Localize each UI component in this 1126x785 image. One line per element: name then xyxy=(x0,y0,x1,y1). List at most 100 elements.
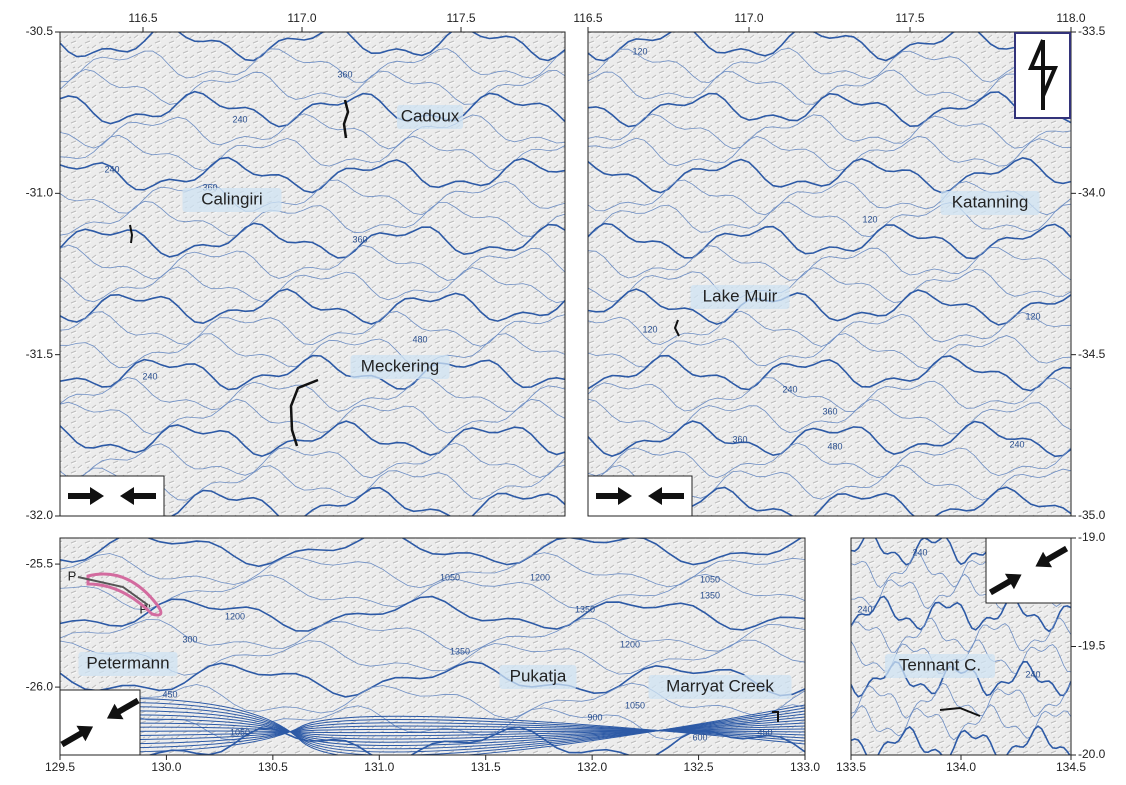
contour-line xyxy=(60,32,565,62)
stress-arrows xyxy=(68,487,156,505)
contour-line xyxy=(60,538,803,568)
contour-line xyxy=(60,310,565,347)
contour-line xyxy=(60,134,565,172)
contour-line xyxy=(588,420,1071,458)
contour-line xyxy=(60,222,565,259)
fault-trace xyxy=(673,319,680,337)
contour-line xyxy=(588,310,1071,347)
map-panel: 129.5 130.0 130.5 131.0 131.5 132.0 132.5 133.0… xyxy=(26,537,820,774)
place-label: P xyxy=(68,568,77,583)
x-tick-label: 117.5 xyxy=(446,11,475,25)
arrow xyxy=(68,487,104,505)
contour-label: 360 xyxy=(202,182,217,192)
place-label: Meckering xyxy=(361,356,439,375)
arrow xyxy=(120,487,156,505)
y-tick-label: -35.0 xyxy=(1078,508,1106,522)
x-tick-label: 134.5 xyxy=(1056,760,1086,774)
x-tick-label: 129.5 xyxy=(45,760,75,774)
contour-label: 300 xyxy=(182,634,197,644)
arrow xyxy=(648,487,684,505)
contour-label: 1050 xyxy=(625,700,645,710)
stress-box xyxy=(985,537,1072,604)
place-label: Petermann xyxy=(86,653,169,672)
contour-line xyxy=(60,715,805,753)
place-label: Cadoux xyxy=(401,106,460,125)
contour-label: 240 xyxy=(104,164,119,174)
contour-line xyxy=(60,722,805,745)
fault-trace xyxy=(772,711,779,722)
contour-line xyxy=(588,398,1071,435)
stress-arrows xyxy=(988,545,1069,596)
y-tick-label: -33.5 xyxy=(1078,24,1106,38)
contour-label: 1050 xyxy=(440,572,460,582)
contour-line xyxy=(60,660,805,698)
contour-line xyxy=(60,718,805,743)
contour-line xyxy=(588,69,1071,105)
contour-line xyxy=(60,376,565,412)
fault-trace xyxy=(342,99,350,139)
arrow xyxy=(1035,545,1069,568)
stress-box xyxy=(59,689,141,756)
panel-frame xyxy=(59,537,806,756)
contour-line xyxy=(60,200,565,237)
contour-label: 240 xyxy=(142,371,157,381)
contours xyxy=(588,32,1071,516)
contour-line xyxy=(60,266,565,304)
contour-line xyxy=(60,288,565,325)
contour-line xyxy=(60,48,565,83)
stress-arrows xyxy=(60,697,140,748)
contour-line xyxy=(588,113,1071,150)
contour-line xyxy=(60,420,565,458)
x-tick-label: 130.0 xyxy=(151,760,181,774)
contour-line xyxy=(60,725,805,741)
x-tick-label: 131.0 xyxy=(364,760,394,774)
contour-label: 360 xyxy=(337,69,352,79)
x-tick-label: 133.5 xyxy=(836,760,866,774)
contour-label: 360 xyxy=(352,234,367,244)
contour-line xyxy=(60,701,805,755)
contour-line xyxy=(60,573,805,611)
contour-line xyxy=(588,267,1071,304)
contour-line xyxy=(588,91,1071,128)
north-arrow xyxy=(1027,39,1059,110)
contour-line xyxy=(588,245,1071,281)
arrow xyxy=(988,573,1022,596)
place-label: Lake Muir xyxy=(703,286,778,305)
x-tick-label: 116.5 xyxy=(128,11,157,25)
fault-trace xyxy=(939,706,981,717)
contour-line xyxy=(60,398,565,435)
contour-line xyxy=(60,697,805,755)
contour-line xyxy=(60,113,565,150)
y-tick-label: -26.0 xyxy=(26,679,54,693)
place-label-bg xyxy=(885,654,995,678)
contour-label: 450 xyxy=(757,727,772,737)
contour-line xyxy=(588,46,1071,84)
y-tick-label: -32.0 xyxy=(26,508,54,522)
fault-trace xyxy=(129,224,134,244)
contour-line xyxy=(851,725,1071,755)
y-tick-label: -20.0 xyxy=(1078,747,1106,761)
contour-label: 240 xyxy=(232,114,247,124)
place-label-bg xyxy=(648,675,792,699)
hillshade xyxy=(588,32,1071,516)
contour-label: 360 xyxy=(732,434,747,444)
contour-line xyxy=(60,728,805,737)
x-tick-label: 132.0 xyxy=(577,760,607,774)
contour-line xyxy=(60,442,565,480)
y-tick-label: -34.5 xyxy=(1078,347,1106,361)
arrow xyxy=(106,697,140,720)
contour-line xyxy=(588,333,1071,370)
map-panel: 116.5 117.0 117.5 118.0-33.5 -34.0 -34.5 -35.0… xyxy=(573,11,1105,522)
x-tick-label: 116.5 xyxy=(573,11,602,25)
place-label-bg xyxy=(690,285,790,309)
contour-line xyxy=(588,354,1071,392)
contour-line xyxy=(60,595,805,632)
place-label-bg xyxy=(78,652,178,676)
place-label: Tennant C. xyxy=(899,655,981,674)
contour-line xyxy=(588,288,1071,326)
contour-label: 1050 xyxy=(700,574,720,584)
place-label: Calingiri xyxy=(201,189,262,208)
fault-trace xyxy=(86,572,163,617)
contour-line xyxy=(851,682,1071,719)
place-label: Pukatja xyxy=(510,666,567,685)
